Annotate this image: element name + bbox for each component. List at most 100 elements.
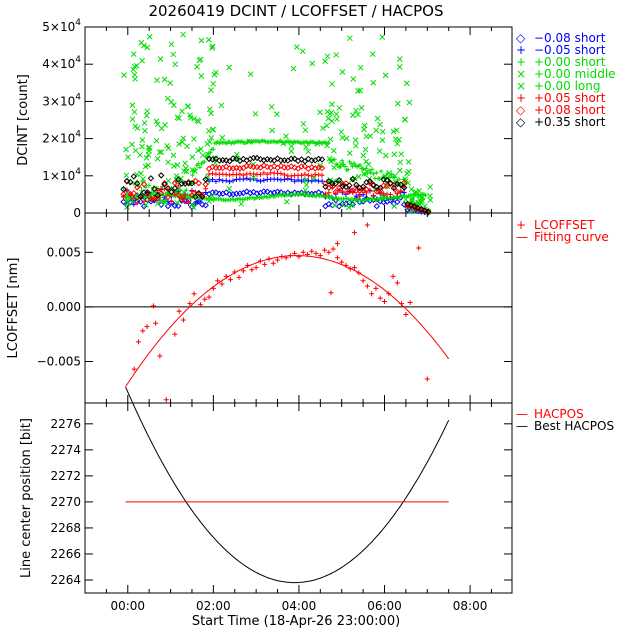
best-hacpos-curve	[125, 386, 450, 584]
data-point	[340, 188, 346, 194]
x-axis-label: Start Time (18-Apr-26 23:00:00)	[192, 614, 400, 629]
data-point	[208, 110, 214, 117]
data-point	[120, 198, 127, 206]
data-point	[324, 108, 331, 115]
data-point	[139, 57, 146, 64]
data-point	[358, 104, 365, 111]
data-point	[134, 171, 140, 178]
lcoffset-legend-symbol: —	[516, 230, 528, 244]
lcoffset-point	[394, 280, 400, 286]
data-point	[294, 190, 302, 197]
dcint-legend-symbol: ×	[516, 67, 526, 81]
data-point	[244, 175, 250, 181]
data-point	[357, 87, 364, 94]
data-point	[332, 202, 338, 209]
data-point	[257, 155, 264, 163]
data-point	[305, 155, 312, 163]
data-point	[418, 205, 425, 213]
data-point	[181, 198, 189, 205]
data-point	[130, 51, 137, 57]
hacpos-plot	[125, 386, 450, 584]
data-point	[338, 161, 345, 168]
lcoffset-point	[317, 253, 323, 259]
data-point	[132, 76, 138, 82]
dcint-legend-symbol: +	[516, 91, 526, 105]
data-point	[157, 190, 165, 197]
data-point	[318, 190, 326, 198]
data-point	[331, 164, 337, 171]
series--0-00-long	[121, 31, 434, 209]
data-point	[226, 158, 233, 165]
data-point	[125, 199, 132, 206]
dcint-legend-label: +0.35 short	[534, 115, 606, 129]
data-point	[278, 171, 284, 177]
data-point	[303, 144, 309, 150]
data-point	[154, 192, 161, 199]
lcoffset-point	[352, 230, 358, 236]
data-point	[352, 137, 359, 143]
data-point	[257, 172, 263, 178]
data-point	[129, 116, 136, 123]
data-point	[144, 189, 151, 196]
data-point	[348, 161, 354, 167]
data-point	[396, 56, 403, 62]
lcoffset-point	[191, 291, 197, 297]
data-point	[222, 163, 230, 170]
data-point	[391, 203, 398, 209]
lcoffset-point	[424, 376, 430, 382]
data-point	[146, 183, 152, 188]
data-point	[283, 133, 289, 140]
data-point	[330, 147, 337, 154]
data-point	[132, 147, 139, 154]
data-point	[153, 137, 160, 144]
data-point	[141, 120, 148, 126]
data-point	[322, 191, 328, 197]
data-point	[209, 43, 216, 50]
data-point	[198, 146, 204, 152]
data-point	[391, 151, 398, 158]
data-point	[288, 148, 295, 155]
data-point	[131, 201, 137, 207]
data-point	[301, 158, 309, 165]
data-point	[129, 141, 135, 148]
data-point	[204, 141, 211, 147]
y-tick-label: 2274	[50, 443, 81, 457]
data-point	[164, 202, 172, 210]
data-point	[257, 178, 263, 184]
data-point	[339, 69, 346, 75]
data-point	[270, 162, 278, 170]
data-point	[157, 172, 165, 179]
data-point	[350, 112, 356, 119]
data-point	[324, 122, 330, 129]
data-point	[394, 191, 400, 197]
lcoffset-point	[275, 257, 281, 263]
y-tick-exponent: 4	[75, 55, 81, 65]
dcint-legend-symbol: ◇	[516, 31, 526, 45]
data-point	[370, 182, 377, 189]
data-point	[230, 178, 236, 184]
data-point	[377, 176, 382, 181]
data-point	[179, 108, 185, 115]
data-point	[247, 71, 254, 78]
data-point	[290, 65, 297, 72]
data-point	[397, 159, 404, 166]
data-point	[264, 171, 270, 177]
data-point	[208, 134, 215, 141]
data-point	[273, 111, 280, 117]
data-point	[302, 187, 309, 194]
data-point	[187, 112, 193, 119]
data-point	[291, 155, 298, 162]
lcoffset-ylabel: LCOFFSET [nm]	[6, 258, 21, 359]
data-point	[165, 159, 172, 166]
data-point	[361, 171, 367, 177]
data-point	[212, 189, 220, 196]
data-point	[288, 163, 295, 170]
data-point	[396, 64, 403, 70]
y-tick-label: 0.000	[47, 300, 81, 314]
data-point	[130, 189, 137, 197]
lcoffset-point	[187, 301, 193, 307]
data-point	[120, 186, 127, 193]
lcoffset-point	[309, 248, 315, 254]
data-point	[292, 178, 298, 184]
data-point	[172, 61, 179, 68]
